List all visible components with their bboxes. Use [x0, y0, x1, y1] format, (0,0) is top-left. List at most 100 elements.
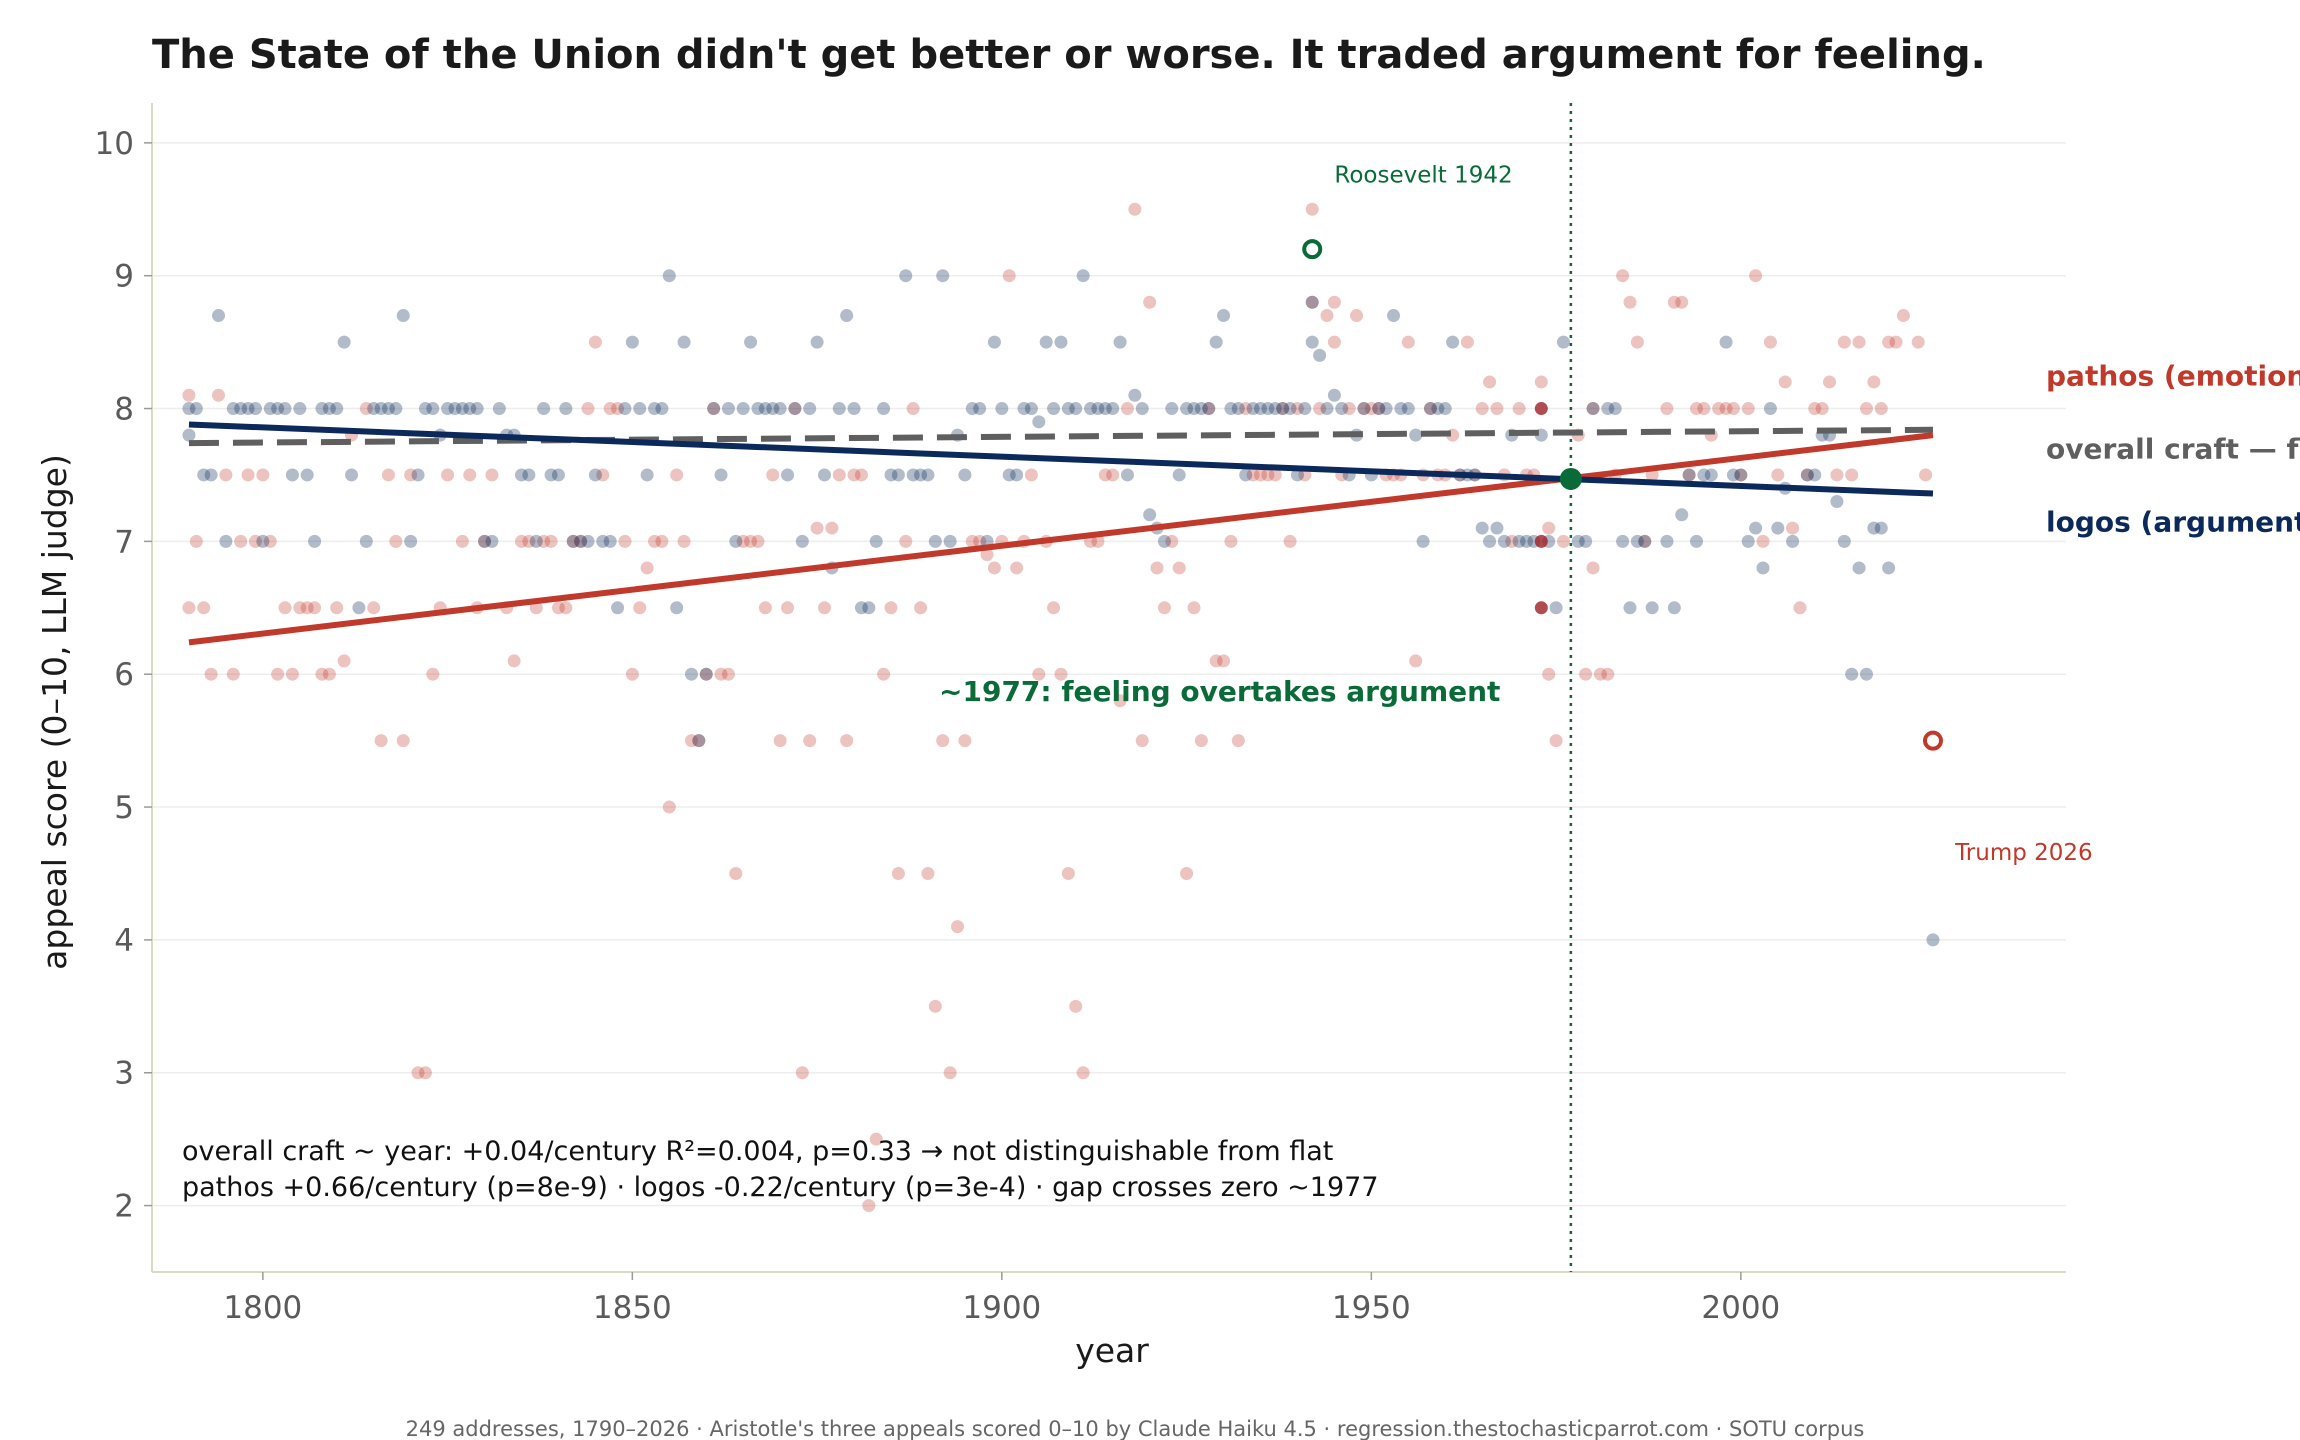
pathos-point-141 [1239, 402, 1253, 416]
pathos-point-103 [958, 734, 972, 748]
pathos-point-65 [677, 534, 691, 548]
pathos-point-184 [1542, 521, 1556, 535]
logos-point-61 [625, 335, 639, 349]
pathos-point-48 [551, 601, 565, 615]
logos-point-210 [1749, 521, 1763, 535]
pathos-point-231 [1889, 335, 1903, 349]
logos-point-155 [1313, 348, 1327, 362]
logos-point-77 [744, 335, 758, 349]
pathos-point-146 [1276, 402, 1290, 416]
logos-point-135 [1172, 468, 1186, 482]
logos-point-29 [389, 402, 403, 416]
pathos-point-195 [1616, 269, 1630, 283]
overlap-point-2 [1534, 601, 1548, 615]
pathos-point-4 [204, 667, 218, 681]
logos-point-226 [1874, 521, 1888, 535]
logos-point-91 [847, 402, 861, 416]
y-tick-label-5: 5 [114, 790, 134, 826]
pathos-point-67 [692, 734, 706, 748]
logos-point-139 [1202, 402, 1216, 416]
craft-trend-line [188, 426, 1934, 447]
x-tick-label-1950: 1950 [1332, 1290, 1411, 1326]
pathos-point-91 [869, 1132, 883, 1146]
logos-point-8 [234, 402, 248, 416]
pathos-point-88 [847, 468, 861, 482]
pathos-point-33 [426, 667, 440, 681]
logos-point-21 [330, 402, 344, 416]
pathos-point-124 [1113, 694, 1127, 708]
pathos-point-11 [256, 468, 270, 482]
pathos-point-190 [1586, 561, 1600, 575]
logos-point-205 [1704, 468, 1718, 482]
pathos-point-126 [1128, 202, 1142, 216]
pathos-point-153 [1320, 309, 1334, 323]
logos-point-16 [293, 402, 307, 416]
logos-point-144 [1239, 468, 1253, 482]
pathos-point-90 [862, 1199, 876, 1213]
pathos-point-59 [633, 601, 647, 615]
logos-point-202 [1682, 468, 1696, 482]
pathos-point-68 [699, 667, 713, 681]
logos-point-172 [1438, 402, 1452, 416]
logos-point-209 [1741, 534, 1755, 548]
logos-point-20 [322, 402, 336, 416]
pathos-point-222 [1823, 375, 1837, 389]
pathos-point-84 [817, 601, 831, 615]
stats-line-2: pathos +0.66/century (p=8e-9) · logos -0… [182, 1172, 1379, 1203]
pathos-point-98 [921, 866, 935, 880]
logos-point-68 [677, 335, 691, 349]
pathos-point-56 [611, 402, 625, 416]
craft-series-label: overall craft — flat [2046, 432, 2300, 465]
logos-point-165 [1387, 309, 1401, 323]
pathos-point-139 [1224, 534, 1238, 548]
pathos-point-150 [1305, 295, 1319, 309]
logos-point-89 [832, 402, 846, 416]
logos-point-153 [1305, 295, 1319, 309]
overlap-point-1 [1534, 534, 1548, 548]
pathos-point-142 [1246, 468, 1260, 482]
pathos-point-95 [899, 534, 913, 548]
logos-point-215 [1786, 534, 1800, 548]
pathos-point-143 [1253, 468, 1267, 482]
pathos-series-label: pathos (emotion) [2046, 359, 2300, 392]
pathos-point-21 [330, 601, 344, 615]
pathos-point-137 [1209, 654, 1223, 668]
pathos-point-209 [1726, 402, 1740, 416]
logos-points [182, 269, 1940, 947]
logos-point-18 [308, 534, 322, 548]
pathos-point-100 [936, 734, 950, 748]
logos-point-67 [670, 601, 684, 615]
pathos-point-25 [367, 601, 381, 615]
logos-point-58 [603, 534, 617, 548]
pathos-point-86 [832, 468, 846, 482]
logos-point-148 [1268, 402, 1282, 416]
grid-lines [152, 142, 2066, 1207]
logos-point-119 [1054, 335, 1068, 349]
logos-point-138 [1194, 402, 1208, 416]
logos-point-111 [995, 402, 1009, 416]
logos-point-116 [1032, 415, 1046, 429]
pathos-point-189 [1579, 667, 1593, 681]
logos-point-53 [566, 534, 580, 548]
trump-label: Trump 2026 [1954, 840, 2093, 866]
logos-point-79 [758, 402, 772, 416]
roosevelt-marker [1302, 239, 1323, 260]
pathos-point-207 [1712, 402, 1726, 416]
pathos-point-24 [359, 402, 373, 416]
logos-point-72 [707, 402, 721, 416]
logos-point-197 [1638, 534, 1652, 548]
logos-point-41 [478, 534, 492, 548]
logos-point-166 [1394, 402, 1408, 416]
logos-point-97 [891, 468, 905, 482]
pathos-point-52 [581, 402, 595, 416]
pathos-point-210 [1734, 468, 1748, 482]
axes: 2 3 4 5 6 7 8 9 10 1800 1850 1900 1950 2000 [95, 103, 2066, 1326]
pathos-point-102 [951, 920, 965, 934]
pathos-point-183 [1534, 375, 1548, 389]
pathos-point-133 [1180, 866, 1194, 880]
logos-point-47 [522, 468, 536, 482]
pathos-point-175 [1475, 402, 1489, 416]
logos-point-177 [1475, 521, 1489, 535]
logos-point-93 [862, 601, 876, 615]
pathos-point-118 [1069, 999, 1083, 1013]
